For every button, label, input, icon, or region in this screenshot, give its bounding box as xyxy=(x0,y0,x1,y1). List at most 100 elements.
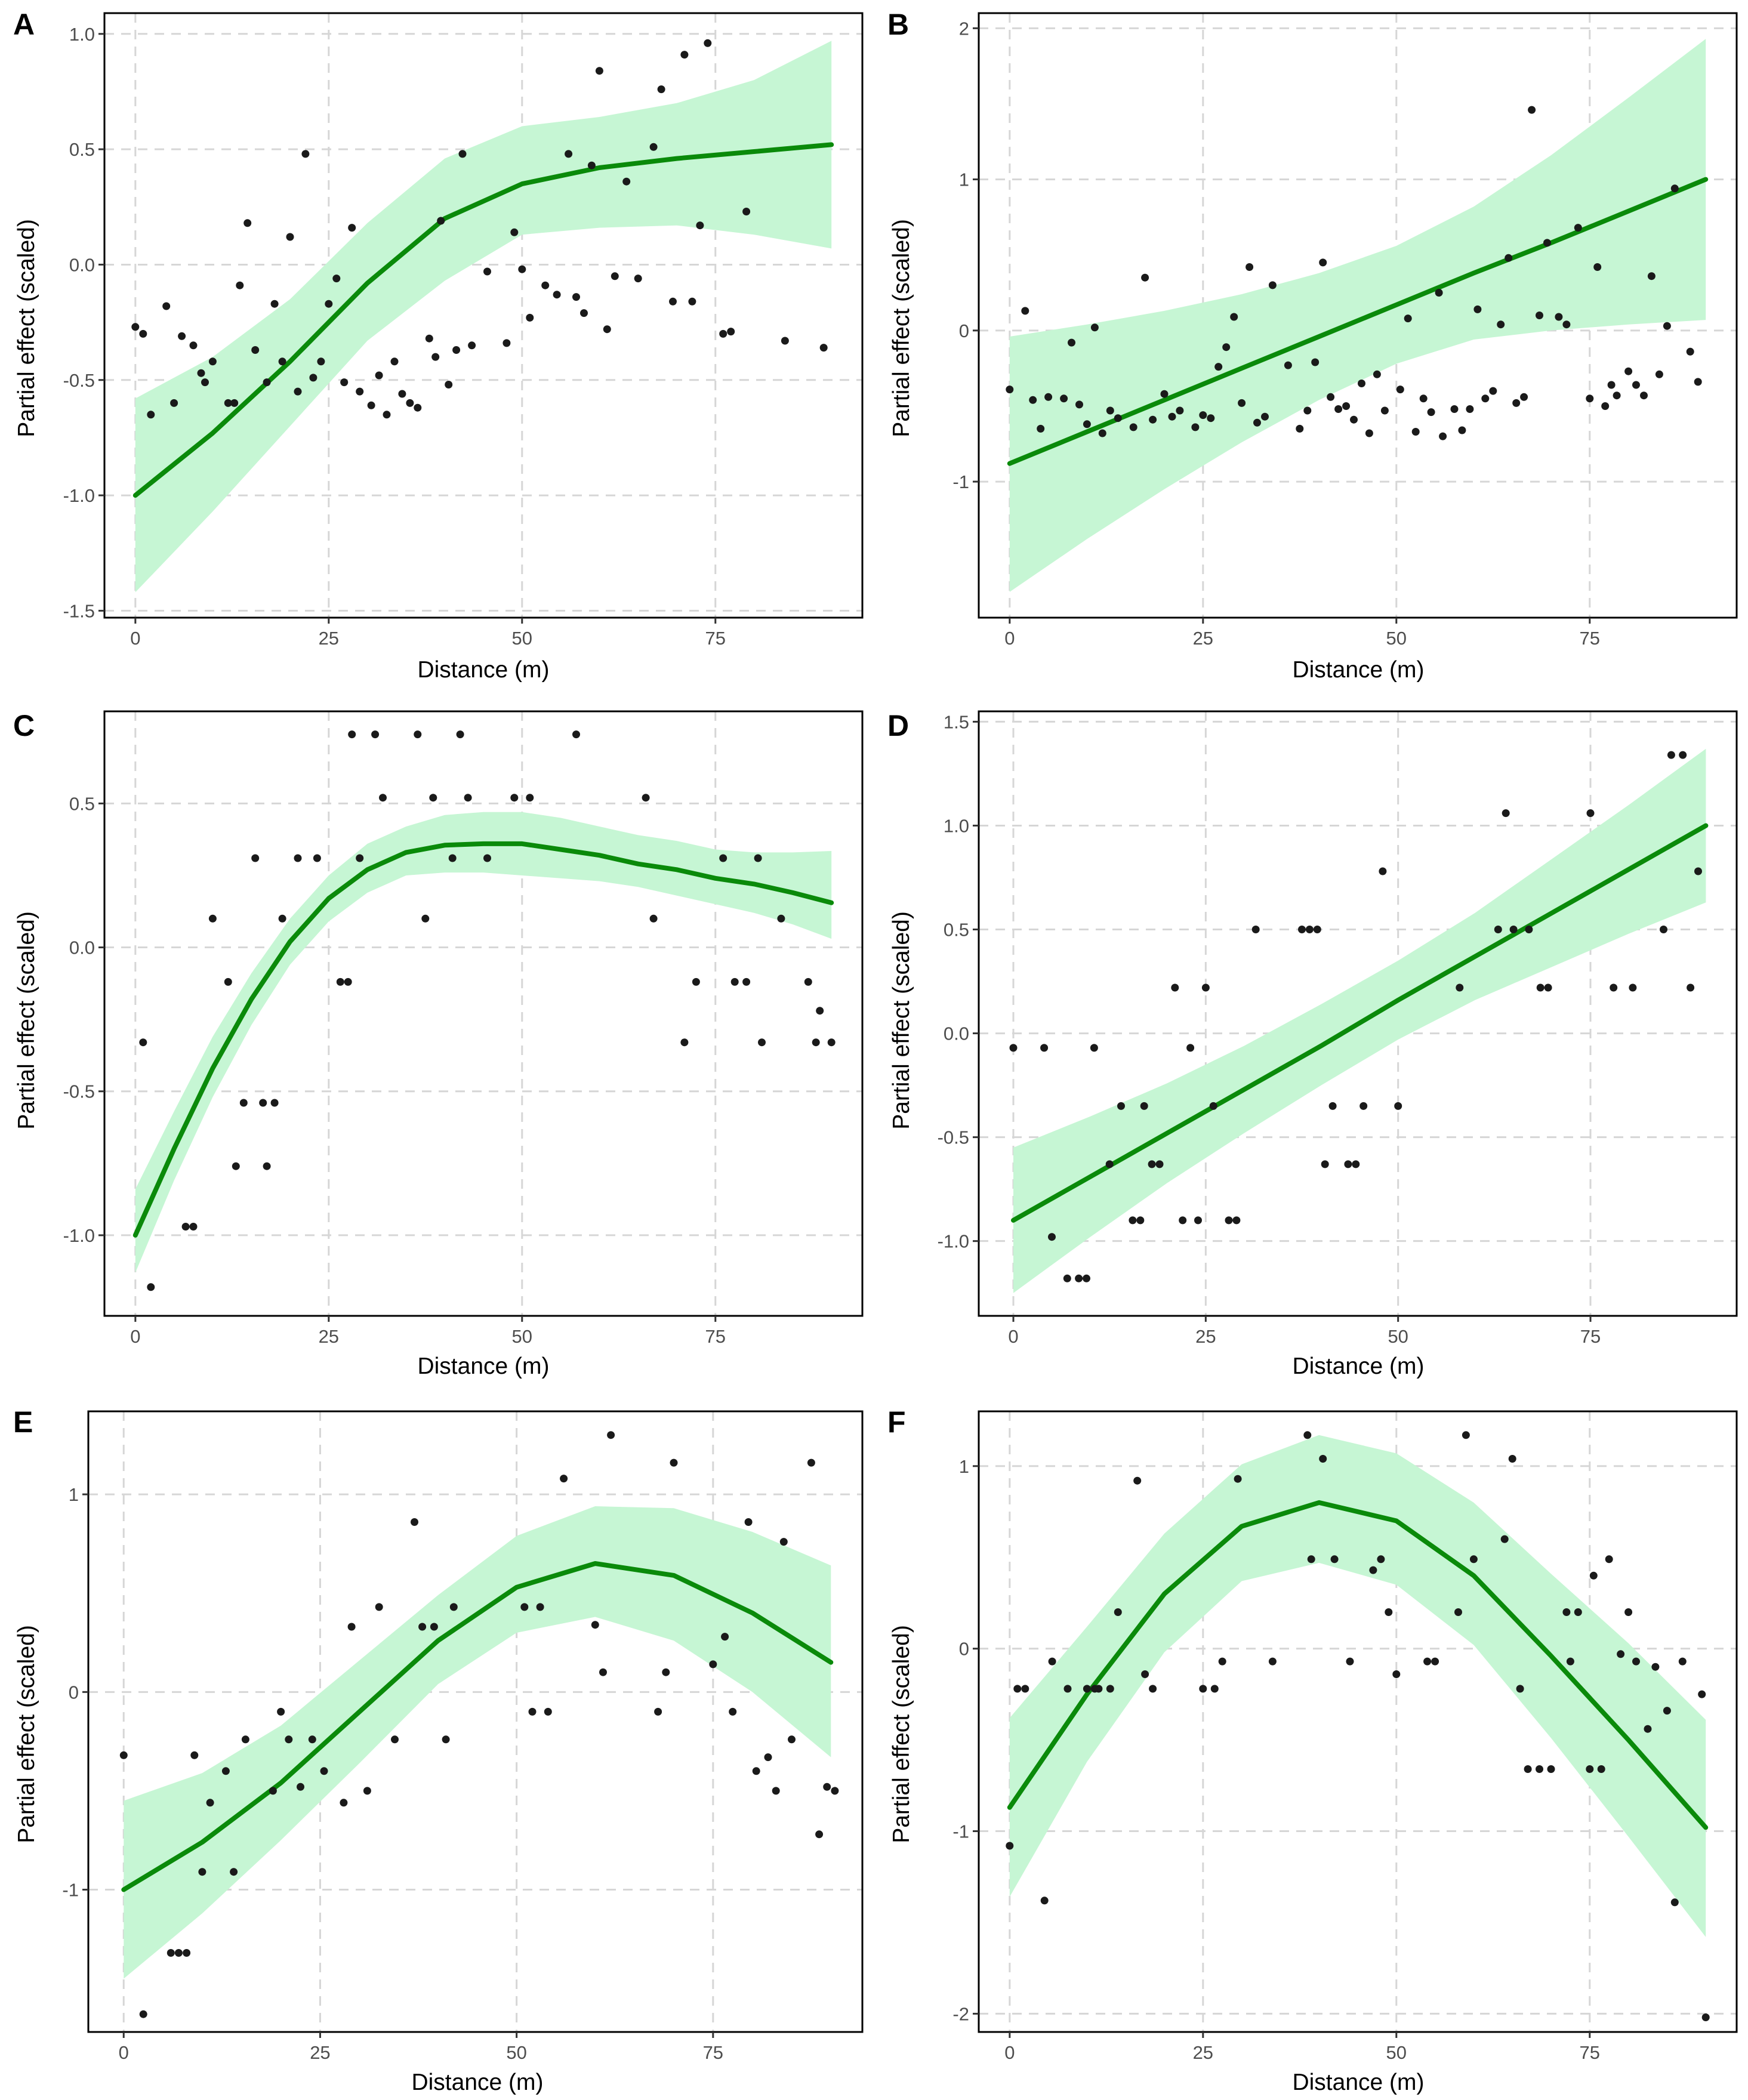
y-tick-label: -0.5 xyxy=(63,1081,95,1102)
data-point xyxy=(208,914,217,923)
data-point xyxy=(1307,1555,1315,1564)
data-point xyxy=(688,297,696,306)
data-point xyxy=(764,1753,772,1762)
data-point xyxy=(263,378,271,387)
plot-frame xyxy=(978,12,1738,619)
y-axis-title: Partial effect (scaled) xyxy=(889,911,914,1130)
data-point xyxy=(1574,1608,1582,1616)
data-point xyxy=(634,275,642,283)
data-point xyxy=(754,854,762,862)
data-point xyxy=(704,39,712,47)
x-axis-title: Distance (m) xyxy=(417,657,549,683)
data-point xyxy=(1494,926,1502,933)
data-point xyxy=(595,67,603,75)
data-point xyxy=(1209,1102,1217,1110)
data-point xyxy=(607,1431,615,1439)
data-point xyxy=(1663,1707,1671,1715)
data-point xyxy=(1624,1608,1633,1616)
panel-letter: D xyxy=(887,709,909,742)
data-point xyxy=(1601,402,1610,410)
y-tick-label: -1 xyxy=(952,471,969,492)
data-point xyxy=(483,267,491,276)
data-point xyxy=(599,1668,607,1676)
data-point xyxy=(1605,1555,1613,1564)
y-tick-label: 0.5 xyxy=(69,139,95,160)
data-point xyxy=(448,854,457,862)
y-tick-label: 1 xyxy=(69,1484,79,1505)
data-point xyxy=(131,323,140,331)
data-point xyxy=(1528,106,1536,114)
x-tick-label: 0 xyxy=(1008,1326,1018,1347)
data-point xyxy=(788,1735,796,1744)
data-point xyxy=(1222,343,1231,351)
data-point xyxy=(1083,1685,1091,1693)
data-point xyxy=(1543,239,1551,247)
data-point xyxy=(1141,1670,1149,1678)
data-point xyxy=(437,217,445,225)
data-point xyxy=(1268,281,1277,289)
data-point xyxy=(1524,1765,1532,1773)
confidence-band xyxy=(1009,39,1706,592)
data-point xyxy=(1359,1102,1368,1110)
data-point xyxy=(603,325,611,334)
x-axis-title: Distance (m) xyxy=(417,1353,549,1379)
data-point xyxy=(1694,378,1702,386)
x-tick-label: 25 xyxy=(1193,628,1213,649)
data-point xyxy=(1597,1765,1605,1773)
data-point xyxy=(178,332,186,340)
data-point xyxy=(1106,1685,1114,1693)
plot-frame xyxy=(103,710,864,1317)
data-point xyxy=(1168,412,1176,421)
x-tick-label: 75 xyxy=(705,628,726,649)
x-axis-title: Distance (m) xyxy=(1292,2070,1424,2095)
data-point xyxy=(1319,1455,1327,1463)
data-point xyxy=(1586,394,1594,403)
data-point xyxy=(371,730,380,739)
data-point xyxy=(1352,1160,1360,1168)
y-tick-label: 0.0 xyxy=(944,1023,969,1044)
y-tick-label: -1.0 xyxy=(938,1231,969,1252)
data-point xyxy=(1377,1555,1385,1564)
data-point xyxy=(147,1283,155,1291)
data-point xyxy=(727,328,735,336)
data-point xyxy=(1419,394,1428,403)
data-point xyxy=(1040,1897,1049,1905)
data-point xyxy=(1516,1685,1524,1693)
data-point xyxy=(1562,320,1571,329)
data-point xyxy=(139,1038,147,1047)
data-point xyxy=(510,228,519,236)
data-point xyxy=(1520,393,1528,401)
data-point xyxy=(236,281,244,289)
data-point xyxy=(1186,1044,1195,1052)
data-point xyxy=(1225,1216,1233,1225)
data-point xyxy=(336,977,344,986)
x-tick-label: 25 xyxy=(1195,1326,1216,1347)
plot-frame xyxy=(103,12,864,619)
data-point xyxy=(526,794,534,802)
y-axis-title: Partial effect (scaled) xyxy=(14,911,39,1130)
data-point xyxy=(1021,1685,1029,1693)
data-point xyxy=(197,369,205,377)
y-tick-label: 1 xyxy=(959,169,969,190)
y-tick-label: 0 xyxy=(959,320,969,341)
data-point xyxy=(1423,1657,1432,1666)
data-point xyxy=(1083,420,1091,428)
data-point xyxy=(1284,361,1292,369)
data-point xyxy=(348,224,356,232)
data-point xyxy=(1117,1102,1125,1110)
data-point xyxy=(1141,273,1149,282)
data-point xyxy=(221,1767,230,1775)
data-point xyxy=(1140,1102,1148,1110)
data-point xyxy=(1246,263,1254,271)
data-point xyxy=(1148,1160,1156,1168)
data-point xyxy=(232,1162,240,1170)
data-point xyxy=(1431,1657,1439,1666)
y-tick-label: -1.5 xyxy=(63,600,95,621)
data-point xyxy=(680,51,689,59)
data-point xyxy=(278,914,286,923)
data-point xyxy=(406,399,414,407)
data-point xyxy=(1385,1608,1393,1616)
data-point xyxy=(1330,1555,1339,1564)
data-point xyxy=(1006,1842,1014,1850)
y-axis-title: Partial effect (scaled) xyxy=(14,1625,39,1843)
